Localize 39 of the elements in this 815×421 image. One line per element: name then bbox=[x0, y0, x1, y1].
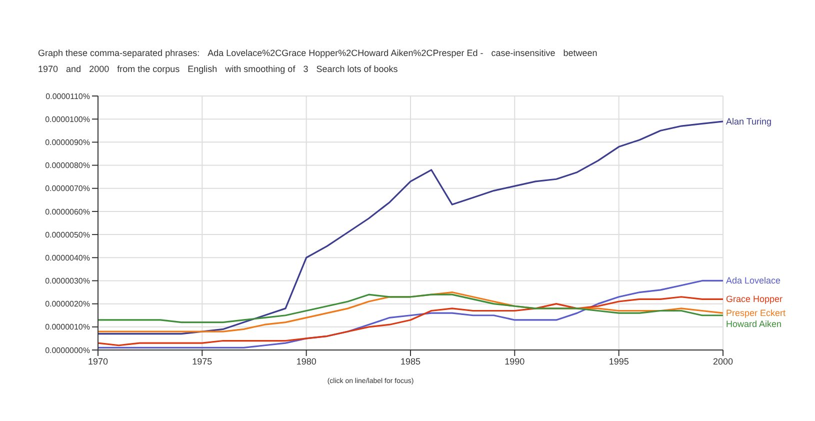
y-tick-label: 0.0000100% bbox=[45, 114, 90, 124]
x-tick-label: 1990 bbox=[504, 356, 525, 366]
x-tick-label: 1985 bbox=[400, 356, 421, 366]
x-tick-label: 1970 bbox=[88, 356, 108, 366]
series-label: Grace Hopper bbox=[726, 294, 783, 304]
text: 3 bbox=[303, 64, 308, 74]
x-tick-label: 1975 bbox=[192, 356, 212, 366]
series-label: Alan Turing bbox=[726, 116, 772, 126]
x-tick-label: 1980 bbox=[296, 356, 316, 366]
y-tick-label: 0.0000080% bbox=[45, 161, 90, 170]
series-label: Ada Lovelace bbox=[726, 276, 781, 286]
y-tick-label: 0.0000060% bbox=[45, 207, 90, 216]
series-label: Presper Eckert bbox=[726, 308, 786, 318]
y-tick-label: 0.0000050% bbox=[45, 230, 90, 240]
y-tick-label: 0.0000090% bbox=[45, 138, 90, 148]
line-series bbox=[98, 120, 723, 335]
line-series bbox=[98, 294, 723, 324]
y-tick-label: 0.0000040% bbox=[45, 253, 90, 262]
text: 1970 bbox=[38, 64, 58, 74]
line-series bbox=[98, 296, 723, 346]
text: and bbox=[66, 64, 82, 74]
text: between bbox=[563, 48, 598, 58]
text: 2000 bbox=[89, 64, 110, 74]
y-tick-label: 0.0000110% bbox=[46, 92, 90, 101]
y-tick-label: 0.0000000% bbox=[45, 346, 90, 355]
text: case-insensitive bbox=[491, 48, 556, 58]
text: Graph these comma-separated phrases: bbox=[38, 48, 200, 58]
text: from the corpus bbox=[117, 64, 180, 74]
y-tick-label: 0.0000070% bbox=[45, 184, 90, 194]
text: English bbox=[188, 64, 218, 74]
series-label: Howard Aiken bbox=[726, 319, 782, 330]
x-tick-label: 1995 bbox=[608, 356, 629, 366]
y-tick-label: 0.0000030% bbox=[45, 276, 90, 286]
y-tick-label: 0.0000010% bbox=[45, 322, 90, 332]
text: Ada Lovelace%2CGrace Hopper%2CHoward Aiken%2CPresper Ed - bbox=[208, 48, 484, 58]
y-tick-label: 0.0000020% bbox=[45, 300, 90, 309]
text: with smoothing of bbox=[225, 64, 296, 74]
x-tick-label: 2000 bbox=[712, 356, 734, 366]
text: Search lots of books bbox=[316, 64, 398, 74]
